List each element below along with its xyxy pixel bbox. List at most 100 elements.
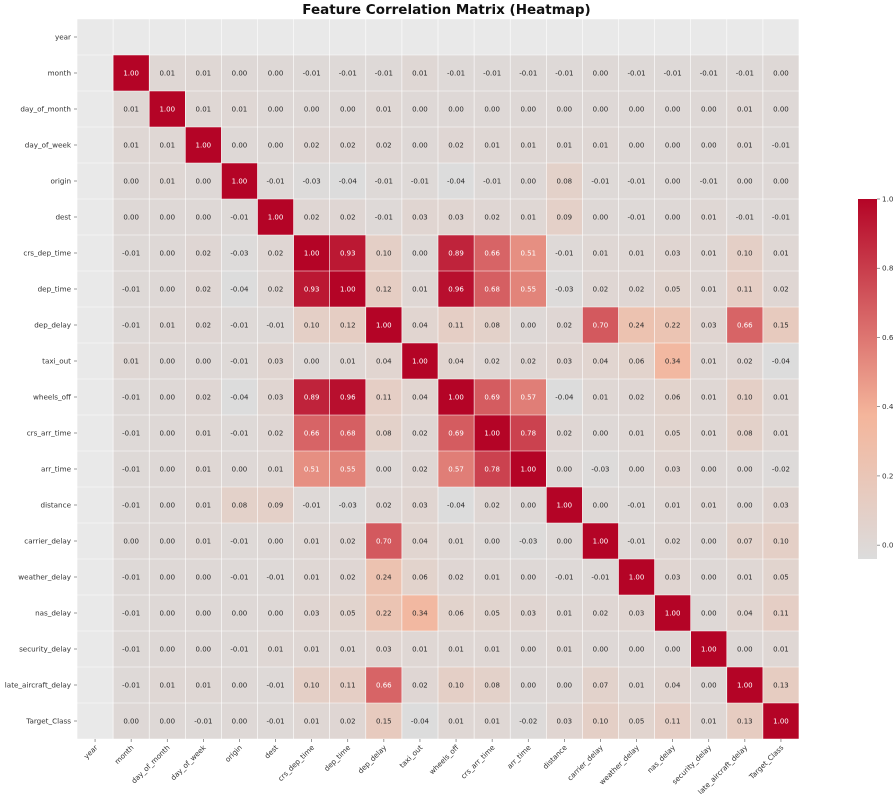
heatmap-cell	[582, 379, 619, 415]
cell-value-label: 0.00	[593, 70, 609, 78]
cell-value-label: 0.01	[701, 250, 717, 258]
heatmap-cell	[690, 199, 727, 235]
cell-value-label: 0.00	[520, 646, 536, 654]
cell-value-label: -0.01	[122, 250, 140, 258]
cell-value-label: -0.01	[736, 214, 754, 222]
heatmap-cell	[329, 559, 366, 595]
heatmap-cell	[401, 631, 438, 667]
cell-value-label: 0.70	[376, 538, 392, 546]
cell-value-label: 0.04	[448, 358, 464, 366]
heatmap-cell	[221, 379, 258, 415]
cell-value-label: 0.00	[557, 682, 573, 690]
heatmap-cell	[546, 523, 583, 559]
heatmap-cell	[438, 631, 475, 667]
heatmap-cell	[546, 163, 583, 199]
heatmap-cell	[582, 199, 619, 235]
heatmap-cell	[690, 595, 727, 631]
cell-value-label: 0.00	[520, 106, 536, 114]
cell-value-label: -0.01	[303, 70, 321, 78]
heatmap-cell	[257, 91, 294, 127]
heatmap-cell	[618, 55, 655, 91]
cell-value-label: 0.10	[376, 250, 392, 258]
heatmap-cell	[113, 163, 150, 199]
heatmap-cell	[257, 379, 294, 415]
cell-value-label: 0.08	[484, 682, 500, 690]
cell-value-label: 0.01	[737, 106, 753, 114]
heatmap-cell	[257, 127, 294, 163]
heatmap-cell	[618, 451, 655, 487]
y-tick-label: distance	[41, 501, 72, 510]
heatmap-cell	[365, 451, 402, 487]
heatmap-cell	[474, 667, 511, 703]
heatmap-cell	[474, 523, 511, 559]
heatmap-cell	[654, 523, 691, 559]
heatmap-cell	[329, 163, 366, 199]
cell-value-label: 0.00	[701, 682, 717, 690]
colorbar-tick-label: 0.2	[882, 471, 893, 480]
heatmap-cell	[654, 271, 691, 307]
cell-value-label: 0.00	[665, 646, 681, 654]
cell-value-label: -0.01	[411, 178, 429, 186]
heatmap-cell	[365, 631, 402, 667]
heatmap-cell	[582, 631, 619, 667]
heatmap-cell	[221, 91, 258, 127]
cell-value-label: 0.02	[412, 682, 428, 690]
y-tick-label: security_delay	[19, 645, 72, 654]
heatmap-cell	[113, 127, 150, 163]
cell-value-label: 0.03	[665, 250, 681, 258]
cell-value-label: -0.03	[230, 250, 248, 258]
colorbar-tick-label: 0.0	[882, 541, 893, 550]
cell-value-label: 0.02	[304, 214, 320, 222]
heatmap-cell	[438, 199, 475, 235]
heatmap-cell	[654, 415, 691, 451]
x-tick-label: day_of_week	[169, 742, 209, 782]
heatmap-cell	[149, 703, 186, 739]
heatmap-cell	[618, 343, 655, 379]
cell-value-label: 0.00	[665, 142, 681, 150]
heatmap-cell	[510, 667, 547, 703]
heatmap-cell	[113, 415, 150, 451]
cell-value-label: 0.02	[196, 286, 212, 294]
heatmap-cell	[401, 487, 438, 523]
cell-value-label: 0.13	[773, 682, 789, 690]
cell-value-label: 0.02	[340, 214, 356, 222]
heatmap-cell	[149, 235, 186, 271]
heatmap-cell	[257, 559, 294, 595]
heatmap-cell	[654, 307, 691, 343]
cell-value-label: 0.06	[448, 610, 464, 618]
cell-value-label: 0.06	[665, 394, 681, 402]
heatmap-cell	[510, 235, 547, 271]
y-tick-label: carrier_delay	[24, 537, 71, 546]
cell-value-label: -0.01	[483, 70, 501, 78]
cell-value-label: 0.02	[304, 142, 320, 150]
cell-value-label: -0.01	[122, 286, 140, 294]
heatmap-cell	[438, 487, 475, 523]
cell-value-label: -0.01	[772, 142, 790, 150]
heatmap-cell	[257, 451, 294, 487]
heatmap-cell	[221, 523, 258, 559]
cell-value-label: 0.01	[557, 610, 573, 618]
heatmap-cell	[438, 667, 475, 703]
heatmap-cell	[654, 667, 691, 703]
cell-value-label: 0.66	[304, 430, 320, 438]
cell-value-label: -0.04	[230, 394, 249, 402]
heatmap-cell	[546, 595, 583, 631]
heatmap-cell	[654, 163, 691, 199]
heatmap-cell	[618, 595, 655, 631]
x-tick-label: distance	[541, 743, 569, 771]
heatmap-cell	[762, 703, 799, 739]
cell-value-label: 0.00	[159, 250, 175, 258]
cell-value-label: 0.00	[159, 538, 175, 546]
heatmap-cell	[293, 415, 330, 451]
colorbar-tick-label: 1.0	[882, 195, 893, 204]
x-tick-label: month	[113, 743, 136, 766]
cell-value-label: 1.00	[412, 358, 428, 366]
cell-value-label: 0.02	[412, 466, 428, 474]
cell-value-label: 0.01	[701, 214, 717, 222]
heatmap-cell	[510, 487, 547, 523]
heatmap-cell	[474, 271, 511, 307]
heatmap-cell	[690, 379, 727, 415]
heatmap-cell	[149, 271, 186, 307]
y-tick-label: weather_delay	[18, 573, 71, 582]
heatmap-cell	[438, 235, 475, 271]
